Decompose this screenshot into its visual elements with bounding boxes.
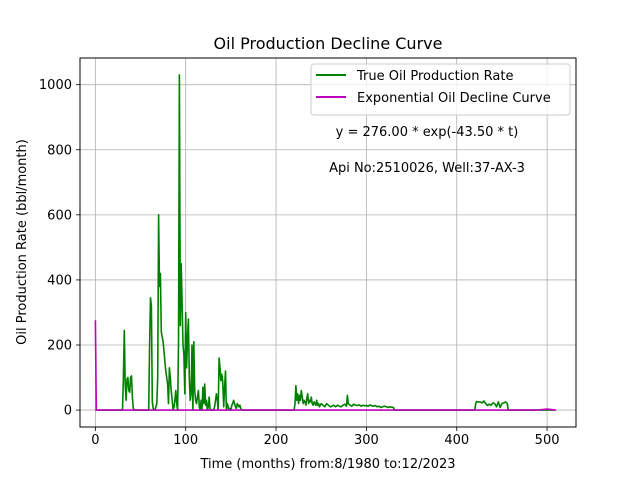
well-annotation: Api No:2510026, Well:37-AX-3 (329, 161, 525, 176)
y-tick-label: 0 (64, 404, 72, 419)
x-axis-ticks: 0 100 200 300 400 500 (91, 427, 560, 448)
x-tick-label: 0 (91, 433, 99, 448)
x-tick-label: 300 (354, 433, 379, 448)
x-axis-label: Time (months) from:8/1980 to:12/2023 (199, 457, 455, 472)
plot-series (94, 74, 557, 411)
y-tick-label: 400 (47, 273, 72, 288)
series-line-true-oil-production-rate (95, 74, 555, 411)
y-tick-label: 1000 (39, 78, 72, 93)
legend-box (310, 63, 571, 116)
legend: True Oil Production Rate Exponential Oil… (310, 63, 571, 116)
series-line-exponential-oil-decline-curve (94, 320, 557, 411)
x-tick-label: 200 (264, 433, 289, 448)
legend-label-true-oil-production-rate: True Oil Production Rate (356, 69, 513, 84)
chart-title: Oil Production Decline Curve (214, 34, 443, 53)
legend-label-exponential-oil-decline-curve: Exponential Oil Decline Curve (357, 91, 551, 106)
y-axis-ticks: 0 200 400 600 800 1000 (39, 78, 80, 419)
y-tick-label: 600 (47, 208, 72, 223)
y-tick-label: 800 (47, 143, 72, 158)
x-tick-label: 500 (535, 433, 560, 448)
x-tick-label: 400 (444, 433, 469, 448)
y-tick-label: 200 (47, 339, 72, 354)
plot-area-frame (79, 57, 577, 428)
x-tick-label: 100 (173, 433, 198, 448)
y-axis-label: Oil Production Rate (bbl/month) (15, 139, 30, 345)
equation-annotation: y = 276.00 * exp(-43.50 * t) (336, 125, 519, 140)
